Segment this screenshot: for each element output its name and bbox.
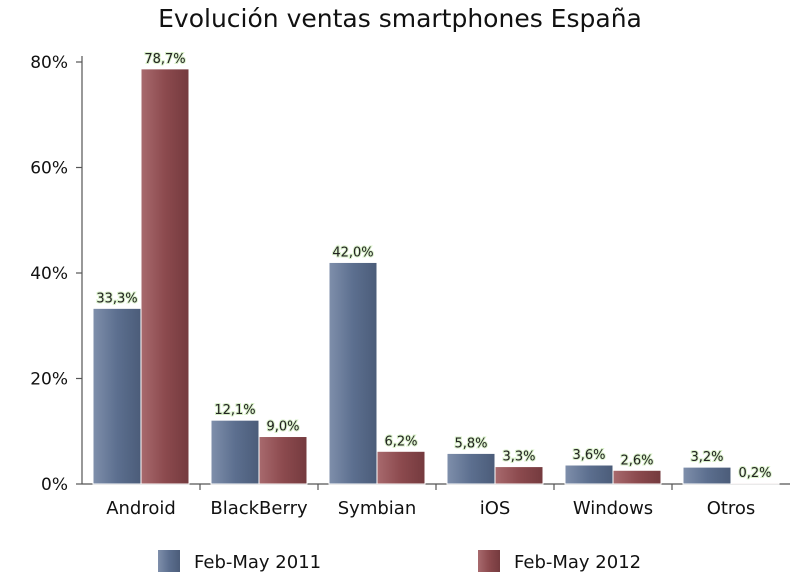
bar-feb-may-2011-blackberry	[210, 419, 260, 485]
y-tick-label: 60%	[30, 159, 68, 179]
x-tick-label-symbian: Symbian	[338, 498, 416, 519]
bar-feb-may-2012-windows	[612, 469, 662, 485]
y-tick-label: 20%	[30, 370, 68, 390]
x-tick-label-otros: Otros	[707, 498, 756, 519]
data-label: 33,3%	[96, 291, 137, 306]
data-label: 3,3%	[502, 450, 535, 465]
bar-feb-may-2012-ios	[494, 466, 544, 485]
bar-feb-may-2012-blackberry	[258, 436, 308, 485]
bar-feb-may-2012-android	[140, 68, 190, 485]
bar-feb-may-2012-otros	[730, 482, 780, 485]
legend-swatch-2	[478, 550, 500, 572]
data-label: 5,8%	[454, 436, 487, 451]
y-tick-label: 80%	[30, 53, 68, 73]
legend-swatch-1	[158, 550, 180, 572]
bar-feb-may-2011-android	[92, 307, 142, 485]
y-tick-label: 40%	[30, 264, 68, 284]
x-tick-label-ios: iOS	[480, 498, 511, 519]
data-label: 0,2%	[738, 466, 771, 481]
bar-feb-may-2011-symbian	[328, 261, 378, 485]
data-label: 3,6%	[572, 448, 605, 463]
data-label: 3,2%	[690, 450, 723, 465]
bar-feb-may-2011-ios	[446, 452, 496, 485]
data-label: 78,7%	[144, 52, 185, 67]
bar-feb-may-2012-symbian	[376, 450, 426, 485]
data-label: 42,0%	[332, 245, 373, 260]
x-tick-label-blackberry: BlackBerry	[210, 498, 308, 519]
data-label: 6,2%	[384, 434, 417, 449]
data-label: 9,0%	[266, 420, 299, 435]
chart-title: Evolución ventas smartphones España	[158, 4, 642, 33]
data-label: 2,6%	[620, 453, 653, 468]
legend-label-2: Feb-May 2012	[514, 552, 641, 573]
legend-label-1: Feb-May 2011	[194, 552, 321, 573]
x-tick-label-android: Android	[106, 498, 176, 519]
bar-feb-may-2011-windows	[564, 464, 614, 485]
y-tick-label: 0%	[41, 475, 68, 495]
bar-feb-may-2011-otros	[682, 466, 732, 485]
x-tick-label-windows: Windows	[573, 498, 653, 519]
data-label: 12,1%	[214, 403, 255, 418]
